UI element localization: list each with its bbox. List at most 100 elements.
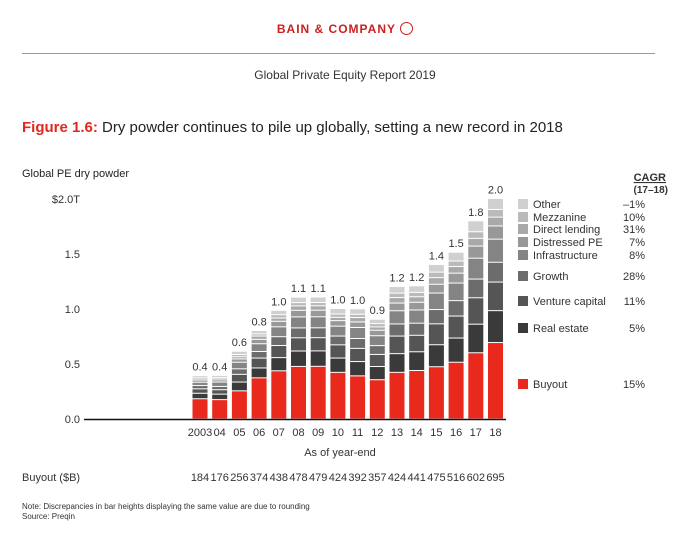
total-label: 1.1 — [291, 283, 306, 295]
bar-segment-real-estate — [271, 358, 287, 371]
buyout-value: 479 — [309, 472, 327, 484]
bar-segment-distressed-pe — [330, 321, 346, 326]
bar-segment-direct-lending — [231, 357, 247, 359]
bar-segment-venture-capital — [310, 338, 326, 351]
bar-segment-distressed-pe — [310, 310, 326, 317]
bar-segment-buyout — [212, 400, 228, 419]
buyout-value: 424 — [388, 472, 406, 484]
bar-segment-direct-lending — [468, 238, 484, 246]
bar-segment-buyout — [271, 371, 287, 419]
bar-segment-distressed-pe — [271, 321, 287, 327]
total-label: 0.9 — [370, 305, 385, 317]
buyout-value: 602 — [467, 472, 485, 484]
bar-segment-other — [251, 331, 267, 334]
total-label: 1.0 — [350, 295, 365, 307]
bar-segment-other — [488, 198, 503, 209]
legend-swatch — [518, 212, 528, 222]
total-label: 1.2 — [409, 272, 424, 284]
bar-segment-growth — [212, 386, 228, 390]
bar-segment-distressed-pe — [389, 303, 405, 311]
bar-segment-venture-capital — [488, 282, 503, 311]
bar-segment-infrastructure — [271, 327, 287, 337]
legend-label: Venture capital — [533, 296, 606, 308]
bar-segment-real-estate — [488, 311, 503, 343]
legend-label: Buyout — [533, 379, 567, 391]
bar-segment-mezzanine — [231, 355, 247, 357]
bar-segment-other — [389, 287, 405, 293]
legend-cagr: 7% — [629, 237, 645, 249]
bar-segment-buyout — [231, 391, 247, 419]
bar-segment-other — [271, 310, 287, 315]
bar-segment-buyout — [428, 367, 444, 419]
bar-segment-venture-capital — [428, 324, 444, 345]
bar-segment-other — [448, 252, 464, 261]
legend-label: Direct lending — [533, 224, 600, 236]
note: Note: Discrepancies in bar heights displ… — [22, 502, 310, 511]
bar-segment-direct-lending — [251, 336, 267, 339]
bar-segment-infrastructure — [448, 283, 464, 301]
total-label: 1.2 — [389, 273, 404, 285]
bar-segment-buyout — [310, 366, 326, 419]
bar-segment-growth — [350, 338, 366, 348]
y-axis-title: Global PE dry powder — [22, 168, 129, 180]
bar-segment-real-estate — [291, 351, 306, 366]
total-label: 1.0 — [271, 296, 286, 308]
total-label: 0.8 — [251, 317, 266, 329]
bar-segment-infrastructure — [488, 239, 503, 262]
buyout-value: 374 — [250, 472, 268, 484]
bar-segment-infrastructure — [291, 317, 306, 328]
bar-segment-other — [212, 375, 228, 378]
total-label: 1.5 — [448, 238, 463, 250]
bar-segment-growth — [488, 262, 503, 282]
legend-cagr: –1% — [623, 199, 645, 211]
bar-segment-other — [428, 264, 444, 272]
bar-segment-growth — [330, 336, 346, 345]
x-tick-label: 11 — [352, 427, 363, 439]
bar-segment-direct-lending — [428, 278, 444, 284]
total-label: 1.8 — [468, 207, 483, 219]
bar-segment-venture-capital — [231, 374, 247, 382]
bar-segment-growth — [192, 386, 208, 389]
bar-segment-infrastructure — [409, 310, 425, 323]
cagr-period: (17–18) — [634, 185, 668, 196]
legend-cagr: 28% — [623, 271, 645, 283]
bar-segment-real-estate — [468, 324, 484, 353]
bar-segment-distressed-pe — [448, 273, 464, 283]
x-tick-label: 16 — [450, 427, 462, 439]
legend-cagr: 11% — [624, 296, 645, 308]
bar-segment-infrastructure — [192, 382, 208, 386]
source: Source: Preqin — [22, 512, 75, 521]
bar-segment-real-estate — [448, 338, 464, 362]
bar-segment-direct-lending — [291, 306, 306, 310]
y-tick-label: $2.0T — [52, 194, 80, 206]
legend-swatch — [518, 199, 528, 209]
y-tick-label: 0.0 — [65, 414, 80, 426]
bar-segment-buyout — [409, 370, 425, 419]
x-tick-label: 09 — [312, 427, 324, 439]
bar-segment-distressed-pe — [468, 246, 484, 258]
bar-segment-infrastructure — [468, 258, 484, 279]
bar-segment-infrastructure — [330, 326, 346, 336]
bar-segment-mezzanine — [330, 314, 346, 317]
y-tick-label: 1.0 — [65, 304, 80, 316]
bar-segment-distressed-pe — [409, 302, 425, 310]
bar-segment-buyout — [369, 380, 385, 419]
bar-segment-growth — [271, 337, 287, 346]
bar-segment-buyout — [251, 378, 267, 419]
bar-segment-other — [409, 286, 425, 292]
bar-segment-distressed-pe — [291, 310, 306, 317]
bar-segment-other — [291, 297, 306, 303]
total-label: 0.4 — [192, 362, 207, 374]
x-tick-label: 06 — [253, 427, 265, 439]
bar-segment-other — [330, 309, 346, 314]
bar-segment-direct-lending — [488, 217, 503, 226]
legend-swatch — [518, 296, 528, 306]
total-label: 0.6 — [232, 337, 247, 349]
figure-label: Figure 1.6: — [22, 119, 98, 136]
buyout-value: 516 — [447, 472, 465, 484]
buyout-value: 695 — [486, 472, 504, 484]
bar-segment-mezzanine — [251, 334, 267, 336]
buyout-value: 357 — [368, 472, 386, 484]
